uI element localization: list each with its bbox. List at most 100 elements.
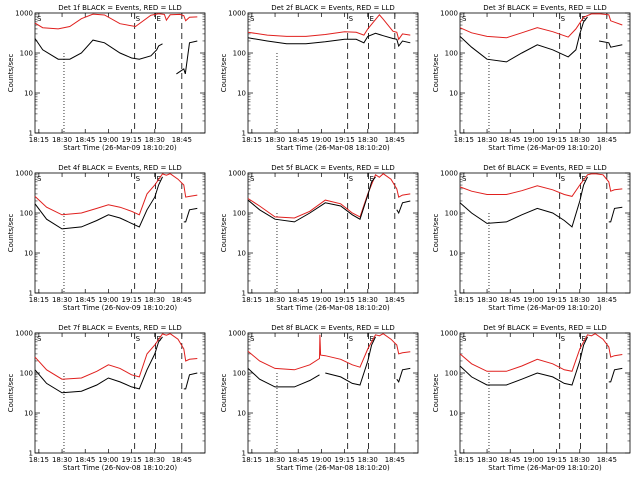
y-tick-label: 10: [449, 410, 458, 418]
series-line-events: [247, 336, 411, 388]
x-tick-label: 18:30: [570, 136, 590, 144]
y-tick-label: 1000: [228, 10, 246, 18]
x-tick-label: 18:45: [75, 136, 95, 144]
y-axis-label: Counts/sec: [7, 214, 15, 253]
y-tick-label: 1: [242, 450, 246, 458]
y-tick-label: 100: [233, 210, 246, 218]
x-tick-label: 18:30: [145, 456, 165, 464]
y-tick-label: 10: [237, 90, 246, 98]
panel-title: Det 2f BLACK = Events, RED = LLD: [271, 4, 394, 12]
series-line-events: [34, 176, 198, 230]
y-tick-label: 1000: [228, 170, 246, 178]
series-line-lld: [459, 173, 623, 197]
x-tick-label: 18:15: [29, 136, 49, 144]
y-tick-label: 10: [449, 250, 458, 258]
x-tick-label: 19:15: [334, 456, 354, 464]
x-tick-label: 18:30: [570, 456, 590, 464]
series-line-lld: [34, 173, 198, 216]
marker-label-start: S: [250, 335, 255, 343]
x-tick-label: 18:45: [288, 136, 308, 144]
plot-frame: [247, 172, 419, 294]
plot-frame: [459, 172, 631, 294]
y-axis-label: Counts/sec: [432, 214, 440, 253]
x-tick-label: 18:45: [500, 136, 520, 144]
x-tick-label: 18:30: [145, 296, 165, 304]
x-tick-label: 18:45: [288, 296, 308, 304]
panel-title: Det 6f BLACK = Events, RED = LLD: [483, 164, 606, 172]
marker-label-end: E: [370, 175, 374, 183]
y-tick-label: 10: [24, 410, 33, 418]
x-tick-label: 18:15: [242, 456, 262, 464]
plot-frame: [247, 332, 419, 454]
panel-9: Det 9f BLACK = Events, RED = LLD 1000 100 1…: [432, 324, 631, 472]
marker-label-start: S: [37, 15, 42, 23]
x-axis-label: Start Time (26-Mar-09 18:10:20): [63, 144, 177, 152]
x-axis-label: Start Time (26-Mar-09 18:10:20): [488, 304, 602, 312]
x-tick-label: 18:15: [454, 456, 474, 464]
marker-label-start: S: [136, 175, 141, 183]
panel-8: Det 8f BLACK = Events, RED = LLD 1000 100 1…: [220, 324, 419, 472]
x-tick-label: 19:00: [523, 136, 543, 144]
panel-title: Det 7f BLACK = Events, RED = LLD: [58, 324, 181, 332]
y-tick-label: 1: [454, 130, 458, 138]
series-line-lld: [247, 14, 411, 41]
y-axis-label: Counts/sec: [220, 214, 228, 253]
x-tick-label: 18:30: [52, 456, 72, 464]
y-tick-label: 10: [24, 250, 33, 258]
x-tick-label: 18:30: [265, 136, 285, 144]
panel-2: Det 2f BLACK = Events, RED = LLD 1000 100 1…: [220, 4, 419, 152]
x-tick-label: 18:45: [172, 296, 192, 304]
x-tick-label: 18:15: [29, 296, 49, 304]
x-tick-label: 18:15: [454, 296, 474, 304]
marker-label-start: S: [136, 335, 141, 343]
x-axis-label: Start Time (26-Mar-08 18:10:20): [276, 144, 390, 152]
series-line-lld: [247, 333, 411, 371]
x-tick-label: 19:00: [98, 456, 118, 464]
y-tick-label: 1: [242, 130, 246, 138]
x-tick-label: 18:45: [597, 456, 617, 464]
y-tick-label: 10: [237, 410, 246, 418]
x-tick-label: 19:15: [546, 136, 566, 144]
x-tick-label: 18:15: [242, 296, 262, 304]
marker-label-end: E: [370, 335, 374, 343]
marker-label-start: S: [462, 175, 467, 183]
x-tick-label: 18:45: [500, 296, 520, 304]
x-tick-label: 19:15: [334, 136, 354, 144]
marker-label-start: S: [561, 175, 566, 183]
series-line-events: [459, 16, 623, 63]
series-line-events: [459, 336, 623, 386]
x-tick-label: 19:15: [121, 456, 141, 464]
x-tick-label: 18:30: [477, 296, 497, 304]
x-tick-label: 19:00: [98, 296, 118, 304]
x-axis-label: Start Time (26-Nov-09 18:10:20): [63, 304, 177, 312]
x-tick-label: 18:45: [172, 456, 192, 464]
x-tick-label: 19:15: [121, 296, 141, 304]
marker-label-start: S: [462, 15, 467, 23]
plot-frame: [34, 332, 206, 454]
x-tick-label: 18:15: [29, 456, 49, 464]
y-tick-label: 1000: [15, 170, 33, 178]
panel-title: Det 9f BLACK = Events, RED = LLD: [483, 324, 606, 332]
marker-label-end: E: [157, 15, 161, 23]
y-axis-label: Counts/sec: [432, 54, 440, 93]
panel-title: Det 8f BLACK = Events, RED = LLD: [271, 324, 394, 332]
series-line-events: [34, 336, 198, 394]
panel-3: Det 3f BLACK = Events, RED = LLD 1000 100 1…: [432, 4, 631, 152]
marker-label-start: S: [462, 335, 467, 343]
y-tick-label: 1000: [15, 330, 33, 338]
x-tick-label: 19:00: [98, 136, 118, 144]
marker-label-start: S: [561, 335, 566, 343]
marker-label-end: E: [582, 15, 586, 23]
x-tick-label: 18:45: [75, 456, 95, 464]
y-tick-label: 100: [233, 370, 246, 378]
y-tick-label: 1: [454, 450, 458, 458]
y-tick-label: 100: [445, 50, 458, 58]
y-tick-label: 1000: [440, 330, 458, 338]
series-line-events: [34, 38, 198, 75]
y-tick-label: 100: [233, 50, 246, 58]
y-tick-label: 100: [20, 370, 33, 378]
x-tick-label: 19:15: [546, 456, 566, 464]
panel-title: Det 3f BLACK = Events, RED = LLD: [483, 4, 606, 12]
x-tick-label: 18:30: [477, 136, 497, 144]
y-tick-label: 100: [445, 370, 458, 378]
